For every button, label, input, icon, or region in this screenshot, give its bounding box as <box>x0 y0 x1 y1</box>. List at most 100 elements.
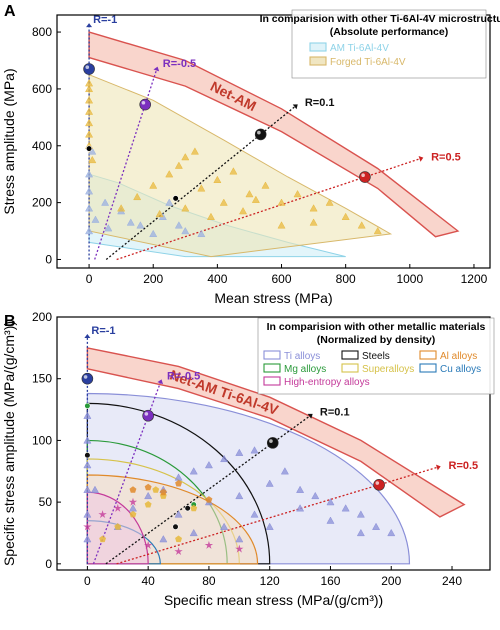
net-am-band <box>88 31 460 238</box>
point-superalloys-5 <box>190 504 198 512</box>
ratio-point-0 <box>81 372 94 385</box>
point-forged-ti-6al-4v-34 <box>309 218 318 226</box>
point-forged-ti-6al-4v-4 <box>85 84 94 93</box>
point-am-ti-6al-4v-6 <box>126 218 135 226</box>
x-tick-label-6: 240 <box>442 574 462 588</box>
point-forged-ti-6al-4v-12 <box>174 161 183 169</box>
x-tick-label-0: 0 <box>84 574 91 588</box>
ratio-label-0: R=-1 <box>93 14 117 26</box>
ratio-point-2 <box>254 128 267 141</box>
x-tick-label-6: 1200 <box>461 272 488 286</box>
point-al-alloys-1 <box>144 483 152 491</box>
point-high-entropy-alloys-4 <box>144 540 153 549</box>
point-forged-ti-6al-4v-22 <box>309 204 318 212</box>
point-ti-alloys-25 <box>356 510 365 518</box>
ratio-label-3: R=0.5 <box>431 151 461 163</box>
point-am-ti-6al-4v-10 <box>165 198 174 206</box>
point-al-alloys-3 <box>175 480 182 487</box>
point-am-ti-6al-4v-4 <box>101 198 110 206</box>
ratio-point-1 <box>139 98 152 111</box>
point-forged-ti-6al-4v-28 <box>206 212 215 220</box>
x-tick-label-5: 1000 <box>396 272 423 286</box>
chart-a-svg: Net-AM R=-1R=-0.5R=0.1R=0.5 0 200 400 600 80… <box>1 3 500 306</box>
point-superalloys-0 <box>99 535 106 543</box>
point-forged-ti-6al-4v-3 <box>85 96 94 104</box>
chart-a-axes: 0 200 400 600 800 1000 1200 0 200 400 600 800 Mean s… <box>1 3 491 306</box>
point-forged-ti-6al-4v-30 <box>155 209 164 218</box>
point-ti-alloys-23 <box>326 498 335 506</box>
chart-a-legend: In comparision with other Ti-6Al-4V micr… <box>260 9 500 79</box>
ratio-point-highlight-3 <box>361 173 365 178</box>
point-steels-1 <box>172 523 179 530</box>
chart-b-ratio-lines: R=-1 R=-0.5 R=0.1 R=0.5 <box>81 325 478 565</box>
y-tick-label-3: 150 <box>32 372 52 386</box>
legend-entry-2: Al alloys <box>440 351 477 362</box>
point-forged-ti-6al-4v-15 <box>197 184 206 192</box>
y-tick-label-4: 200 <box>32 312 52 324</box>
point-ti-alloys-2 <box>83 485 92 493</box>
ratio-arrow-0 <box>84 333 91 338</box>
legend-swatch-1 <box>309 56 327 66</box>
point-ti-alloys-37 <box>356 528 365 537</box>
point-forged-ti-6al-4v-20 <box>277 198 286 206</box>
ratio-point-3 <box>373 479 385 491</box>
point-am-ti-6al-4v-7 <box>136 221 145 229</box>
point-superalloys-6 <box>175 535 182 543</box>
point-high-entropy-alloys-3 <box>128 497 138 506</box>
legend-swatch-5 <box>419 363 437 373</box>
point-ti-alloys-9 <box>144 491 153 500</box>
point-high-entropy-alloys-0 <box>83 522 92 531</box>
legend-swatch-0 <box>309 42 327 52</box>
ratio-label-2: R=0.1 <box>305 97 335 109</box>
point-forged-ti-6al-4v-25 <box>357 221 366 229</box>
point-forged-ti-6al-4v-24 <box>341 212 350 220</box>
point-am-ti-6al-4v-12 <box>181 226 190 235</box>
point-am-ti-6al-4v-3 <box>85 170 94 178</box>
x-tick-label-1: 40 <box>141 574 155 588</box>
ratio-point-highlight-1 <box>141 100 146 105</box>
point-forged-ti-6al-4v-18 <box>245 189 254 198</box>
legend-entry-5: Cu alloys <box>440 364 481 375</box>
y-tick-label-1: 200 <box>32 196 52 210</box>
point-superalloys-7 <box>152 486 160 493</box>
legend-entry-0: Ti alloys <box>284 351 320 362</box>
y-tick-label-2: 400 <box>32 139 52 153</box>
chart-b-legend: In comparision with other metallic mater… <box>257 317 495 395</box>
x-tick-label-2: 80 <box>202 574 216 588</box>
point-forged-ti-6al-4v-16 <box>213 175 222 184</box>
point-steels-0 <box>84 452 91 459</box>
point-mg-alloys-0 <box>84 402 91 409</box>
chart-panel-a: Net-AM R=-1 R=-0.5 R=0.1 R=0.5 0 200 400 600 80… <box>0 0 500 312</box>
point-ti-alloys-27 <box>387 528 396 537</box>
x-tick-label-0: 0 <box>86 272 93 286</box>
point-ti-alloys-16 <box>250 446 259 454</box>
y-axis-label: Specific stress amplitude (MPa/(g/cm³)) <box>1 321 17 566</box>
net-am-band <box>86 347 466 518</box>
chart-a-ratio-lines: R=-1 R=-0.5 R=0.1 R=0.5 <box>83 14 461 261</box>
ratio-point-3 <box>359 171 371 183</box>
legend-swatch-2 <box>419 350 437 360</box>
point-ti-alloys-19 <box>235 491 244 500</box>
point-ti-alloys-3 <box>83 460 92 469</box>
legend-swatch-4 <box>341 363 359 373</box>
point-ti-alloys-33 <box>296 504 305 512</box>
ratio-point-highlight-2 <box>257 130 261 135</box>
x-tick-label-3: 120 <box>260 574 280 588</box>
ratio-point-2 <box>266 437 279 449</box>
point-ti-alloys-20 <box>265 479 274 487</box>
point-forged-ti-6al-4v-29 <box>181 204 190 212</box>
point-ti-alloys-30 <box>220 522 229 530</box>
point-ti-alloys-21 <box>296 485 305 493</box>
legend-entry-6: High-entropy alloys <box>284 377 370 388</box>
ratio-label-2: R=0.1 <box>320 407 350 419</box>
legend-title-line1: In comparision with other metallic mater… <box>267 321 486 333</box>
point-high-entropy-alloys-7 <box>235 544 244 553</box>
point-ti-alloys-22 <box>311 491 320 500</box>
point-forged-ti-6al-4v-5 <box>85 79 94 87</box>
point-ti-alloys-14 <box>220 454 229 463</box>
ratio-point-0 <box>83 63 95 75</box>
point-ti-alloys-15 <box>235 448 244 456</box>
y-tick-label-3: 600 <box>32 82 52 96</box>
